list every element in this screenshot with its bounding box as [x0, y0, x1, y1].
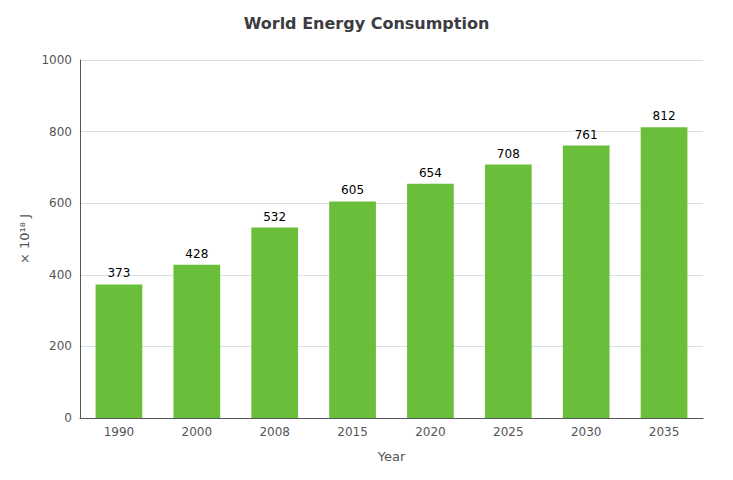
svg-text:600: 600 — [49, 196, 72, 210]
svg-text:654: 654 — [419, 166, 442, 180]
svg-text:2015: 2015 — [337, 425, 368, 439]
svg-text:200: 200 — [49, 339, 72, 353]
svg-text:World Energy Consumption: World Energy Consumption — [244, 14, 490, 33]
svg-text:Year: Year — [377, 449, 406, 464]
svg-text:708: 708 — [497, 147, 520, 161]
svg-text:800: 800 — [49, 125, 72, 139]
svg-text:2020: 2020 — [415, 425, 446, 439]
svg-text:1990: 1990 — [104, 425, 135, 439]
svg-text:400: 400 — [49, 268, 72, 282]
svg-text:× 10¹⁸ J: × 10¹⁸ J — [17, 214, 32, 264]
svg-text:428: 428 — [185, 247, 208, 261]
svg-text:373: 373 — [107, 266, 130, 280]
svg-text:2025: 2025 — [493, 425, 524, 439]
svg-text:605: 605 — [341, 183, 364, 197]
svg-text:812: 812 — [653, 109, 676, 123]
svg-text:761: 761 — [575, 128, 598, 142]
svg-text:0: 0 — [64, 411, 72, 425]
svg-text:2008: 2008 — [259, 425, 290, 439]
svg-text:532: 532 — [263, 210, 286, 224]
svg-text:2035: 2035 — [649, 425, 680, 439]
svg-text:1000: 1000 — [41, 53, 72, 67]
svg-text:2030: 2030 — [571, 425, 602, 439]
svg-text:2000: 2000 — [182, 425, 213, 439]
